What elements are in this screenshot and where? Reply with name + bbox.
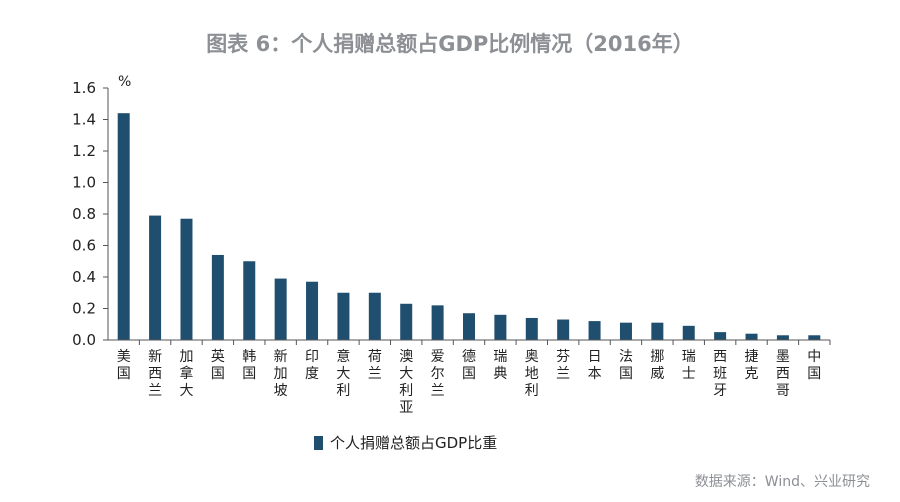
y-axis: 0.0 0.2 0.4 0.6 0.8 1.0 1.2 1.4 1.6 (72, 79, 109, 349)
x-tick-label-char: 中 (807, 349, 821, 365)
x-tick-label-char: 荷 (368, 349, 382, 365)
x-tick-label-char: 利 (525, 383, 539, 399)
bar-12 (494, 314, 507, 340)
x-tick-label-char: 兰 (431, 383, 445, 399)
x-tick-label-char: 美 (117, 349, 131, 365)
x-tick-label-char: 大 (336, 366, 350, 382)
bar-13 (525, 317, 538, 340)
x-tick-label-char: 英 (211, 348, 225, 365)
x-tick-label-char: 班 (713, 366, 727, 382)
x-tick-label-char: 利 (336, 383, 350, 399)
bar-19 (714, 332, 727, 340)
y-tick-label: 1.4 (72, 111, 96, 129)
bar-4 (243, 261, 256, 340)
chart-title: 图表 6：个人捐赠总额占GDP比例情况（2016年） (206, 32, 694, 56)
bar-11 (463, 313, 475, 340)
x-tick-label-char: 日 (588, 349, 602, 365)
bar-7 (337, 292, 350, 340)
x-tick-label-char: 国 (807, 366, 821, 382)
bar-14 (557, 319, 570, 340)
x-tick-label-char: 芬 (556, 349, 570, 365)
x-tick-label-char: 地 (525, 366, 539, 382)
x-tick-label-char: 德 (462, 349, 476, 365)
bar-18 (682, 325, 695, 340)
x-tick-label-char: 坡 (274, 383, 288, 399)
bar-16 (619, 322, 632, 340)
y-tick-label: 1.2 (72, 142, 96, 160)
x-tick-label-char: 国 (211, 366, 225, 382)
x-tick-label-char: 兰 (556, 366, 570, 382)
x-tick-label-char: 爱 (431, 349, 445, 365)
bar-21 (776, 335, 789, 340)
x-tick-label-char: 捷 (745, 349, 759, 365)
x-tick-label-char: 克 (745, 366, 759, 382)
bar-6 (306, 281, 319, 340)
y-tick-label: 0.0 (72, 331, 96, 349)
y-tick-label: 0.6 (72, 237, 96, 255)
x-tick-label-char: 亚 (399, 400, 413, 416)
bar-5 (274, 278, 287, 340)
bars (117, 113, 821, 340)
x-tick-label-char: 西 (713, 349, 727, 365)
x-tick-label-char: 大 (179, 383, 193, 399)
x-tick-label-char: 拿 (179, 365, 193, 382)
x-tick-label-char: 威 (650, 366, 664, 382)
x-tick-label-char: 哥 (776, 383, 790, 399)
x-tick-label-char: 瑞 (493, 349, 507, 365)
bar-22 (808, 335, 821, 340)
x-tick-label-char: 加 (179, 349, 193, 365)
x-tick-label-char: 国 (462, 366, 476, 382)
bar-9 (400, 303, 413, 340)
x-tick-label-char: 利 (399, 383, 413, 399)
bar-2 (180, 218, 193, 340)
x-tick-label-char: 意 (336, 348, 350, 365)
legend-swatch (314, 435, 323, 450)
x-tick-label-char: 瑞 (682, 349, 696, 365)
bar-20 (745, 333, 758, 340)
x-tick-label-char: 大 (399, 366, 413, 382)
x-tick-label-char: 国 (242, 366, 256, 382)
bar-8 (368, 292, 381, 340)
x-tick-label-char: 西 (776, 366, 790, 382)
x-tick-label-char: 新 (274, 349, 288, 365)
x-tick-label-char: 国 (117, 366, 131, 382)
bar-1 (149, 215, 162, 340)
bar-17 (651, 322, 664, 340)
source-note: 数据来源：Wind、兴业研究 (694, 474, 870, 490)
x-tick-label-char: 澳 (399, 349, 413, 365)
x-tick-label-char: 度 (305, 366, 319, 382)
x-tick-label-char: 兰 (368, 366, 382, 382)
x-tick-label-char: 奥 (525, 348, 539, 365)
y-tick-label: 1.6 (72, 79, 96, 97)
x-axis: 美国新西兰加拿大英国韩国新加坡印度意大利荷兰澳大利亚爱尔兰德国瑞典奥地利芬兰日本… (108, 339, 831, 416)
x-tick-label-char: 士 (682, 366, 696, 382)
x-tick-label-char: 加 (274, 366, 288, 382)
x-tick-label-char: 国 (619, 366, 633, 382)
y-tick-label: 0.2 (72, 300, 96, 318)
y-tick-label: 0.8 (72, 205, 96, 223)
legend-label: 个人捐赠总额占GDP比重 (330, 434, 498, 452)
y-tick-label: 1.0 (72, 174, 96, 192)
x-tick-label-char: 典 (493, 366, 507, 382)
x-tick-label-char: 西 (148, 366, 162, 382)
x-tick-label-char: 墨 (776, 349, 790, 365)
x-tick-label-char: 兰 (148, 383, 162, 399)
y-axis-unit-label: % (118, 74, 131, 90)
x-tick-label-char: 新 (148, 349, 162, 365)
x-tick-label-char: 韩 (242, 349, 256, 365)
bar-0 (117, 113, 130, 340)
x-tick-label-char: 挪 (650, 349, 664, 365)
x-tick-label-char: 本 (588, 366, 602, 382)
x-tick-label-char: 尔 (431, 366, 445, 382)
legend: 个人捐赠总额占GDP比重 (314, 432, 497, 453)
bar-15 (588, 321, 601, 340)
bar-3 (211, 254, 224, 340)
x-tick-label-char: 印 (305, 349, 319, 365)
x-tick-label-char: 法 (619, 349, 633, 365)
x-tick-label-char: 牙 (713, 383, 727, 399)
bar-10 (431, 305, 444, 340)
y-tick-label: 0.4 (72, 268, 96, 286)
